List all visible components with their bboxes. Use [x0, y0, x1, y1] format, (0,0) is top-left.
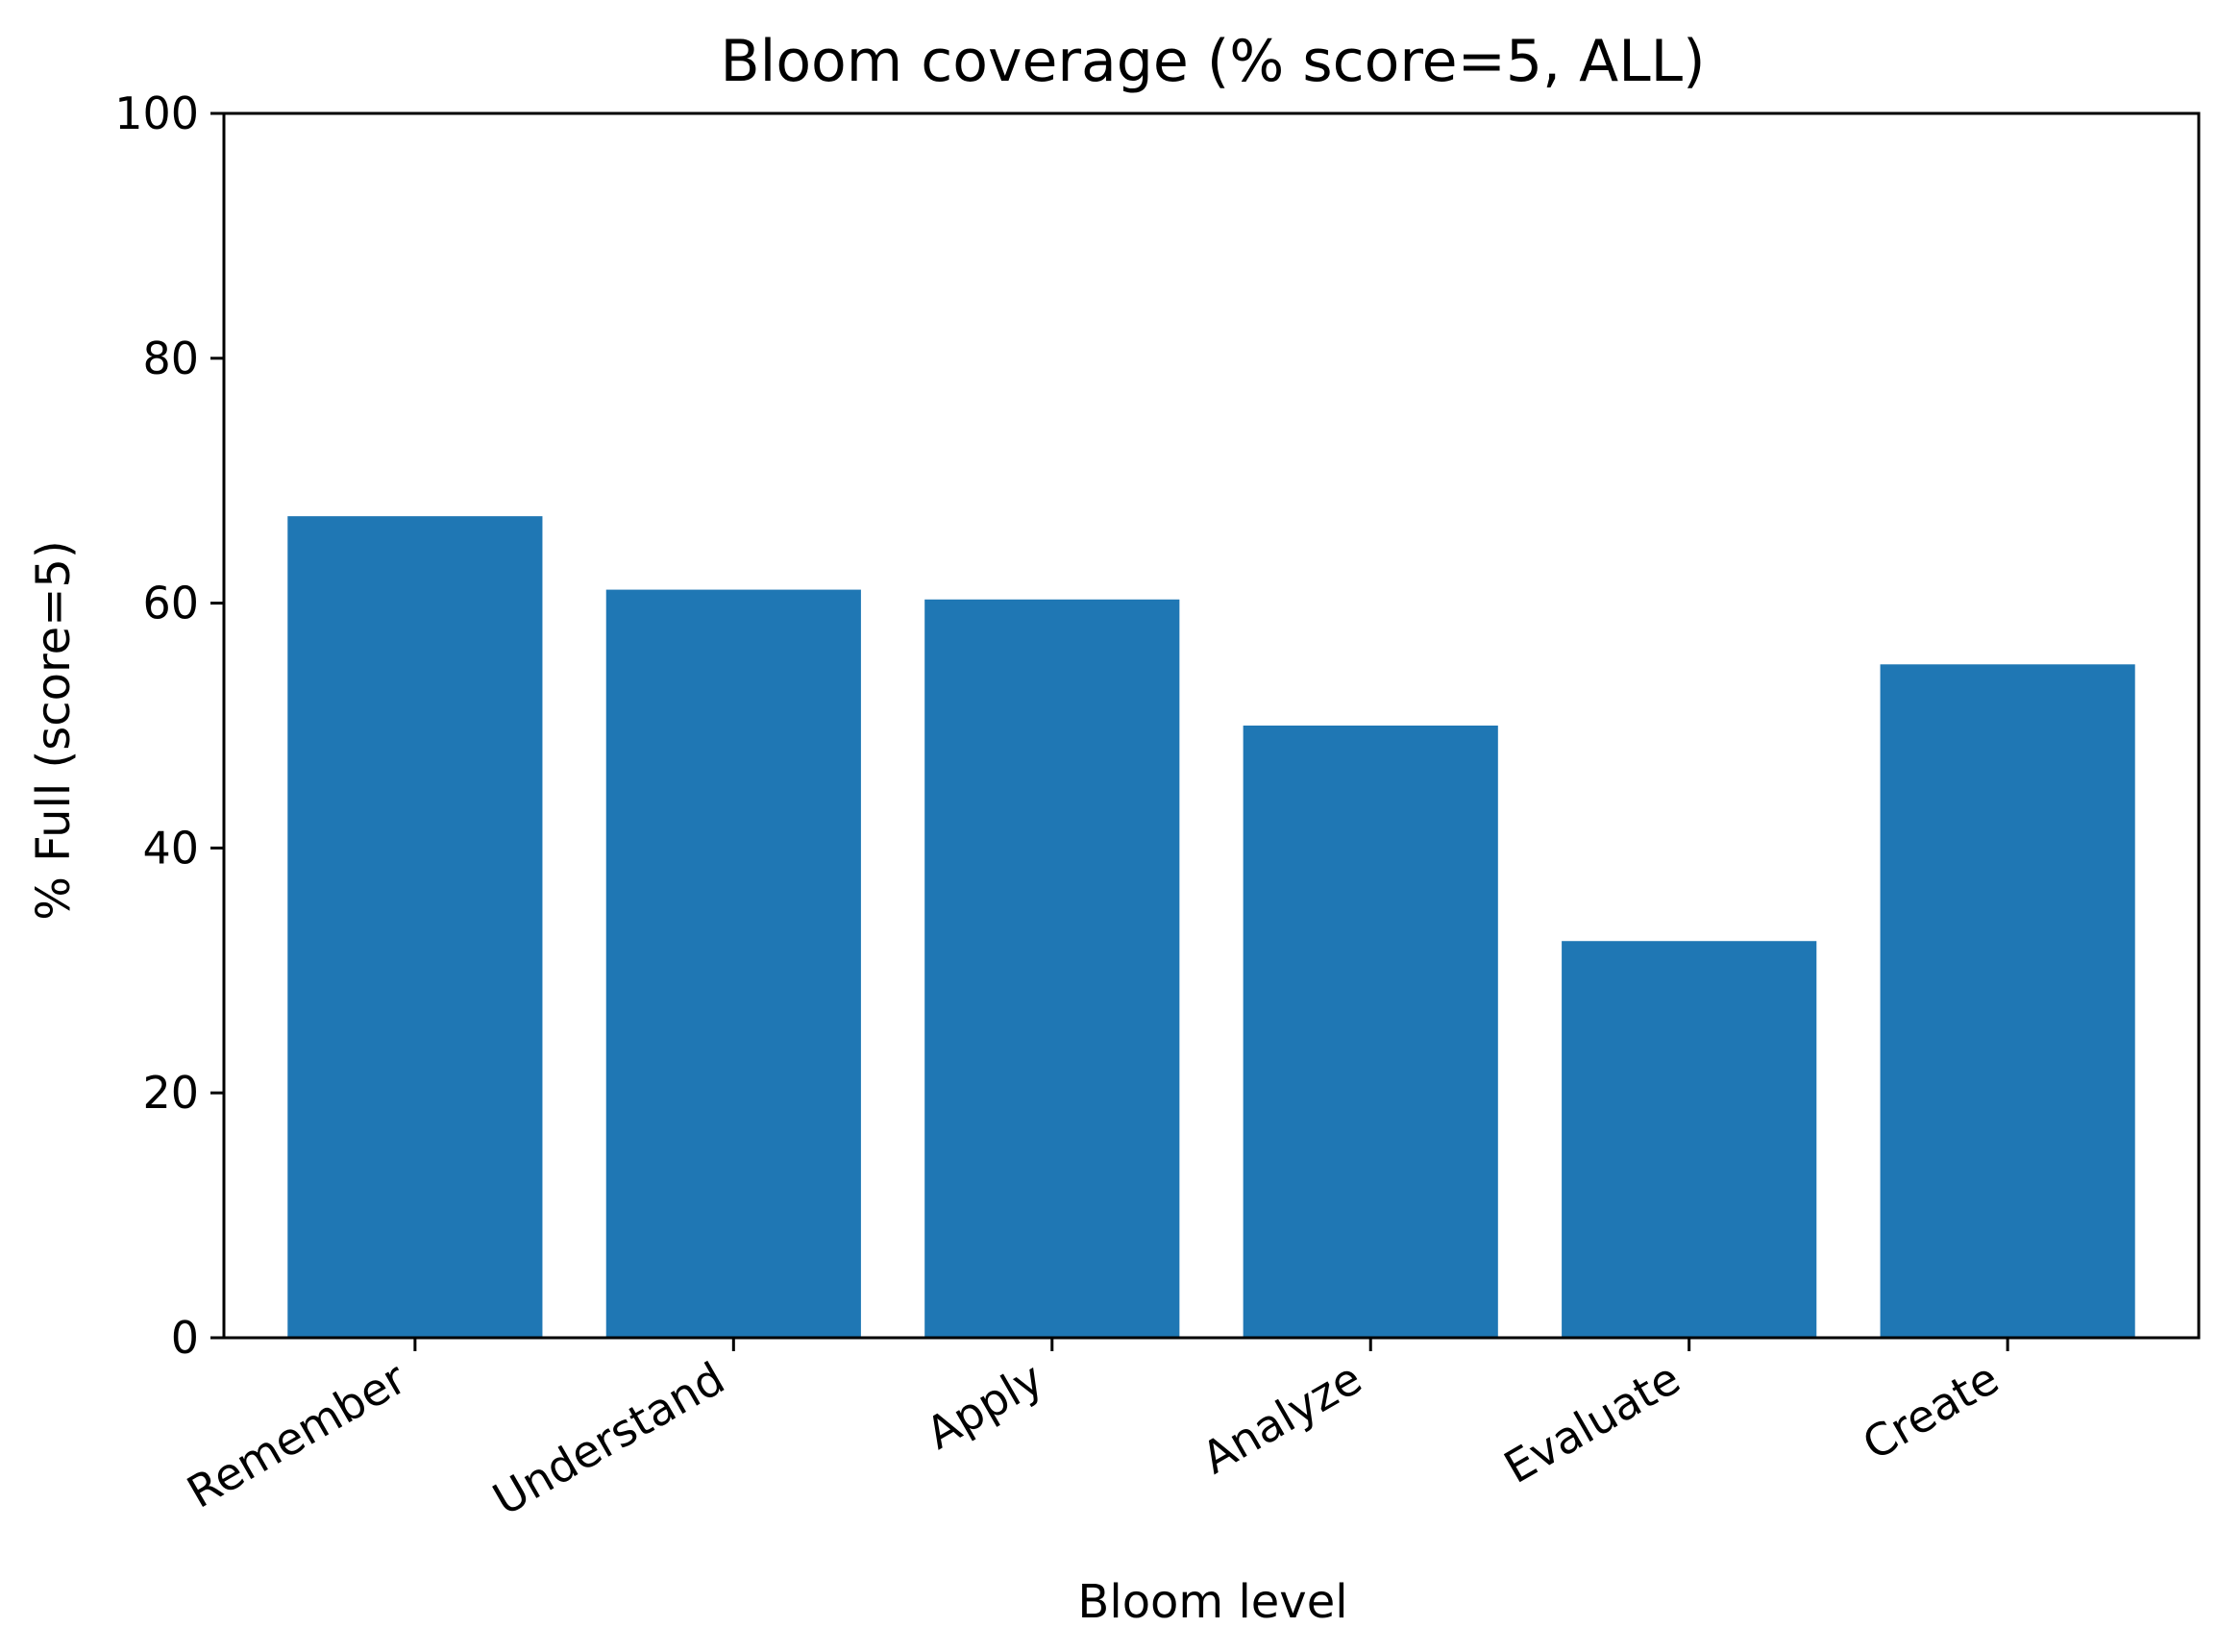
bar-apply [924, 599, 1180, 1338]
chart-title: Bloom coverage (% score=5, ALL) [720, 28, 1705, 95]
y-tick-label: 40 [142, 822, 199, 874]
bar-understand [605, 589, 861, 1338]
x-axis-label: Bloom level [1077, 1575, 1347, 1629]
bar-remember [287, 516, 543, 1338]
y-tick-label: 60 [142, 578, 199, 629]
y-tick-label: 100 [114, 87, 199, 139]
plot-area-frame [222, 111, 2201, 1340]
y-tick-label: 20 [142, 1067, 199, 1119]
bar-create [1880, 664, 2135, 1338]
bars-group [287, 516, 2135, 1338]
bar-analyze [1243, 726, 1498, 1338]
bar-evaluate [1562, 941, 1817, 1338]
y-tick-label: 0 [171, 1312, 199, 1364]
y-tick-label: 80 [142, 333, 199, 384]
y-axis-ticks: 0 20 40 60 80 100 [114, 87, 224, 1364]
y-axis-label: % Full (score=5) [27, 540, 81, 920]
